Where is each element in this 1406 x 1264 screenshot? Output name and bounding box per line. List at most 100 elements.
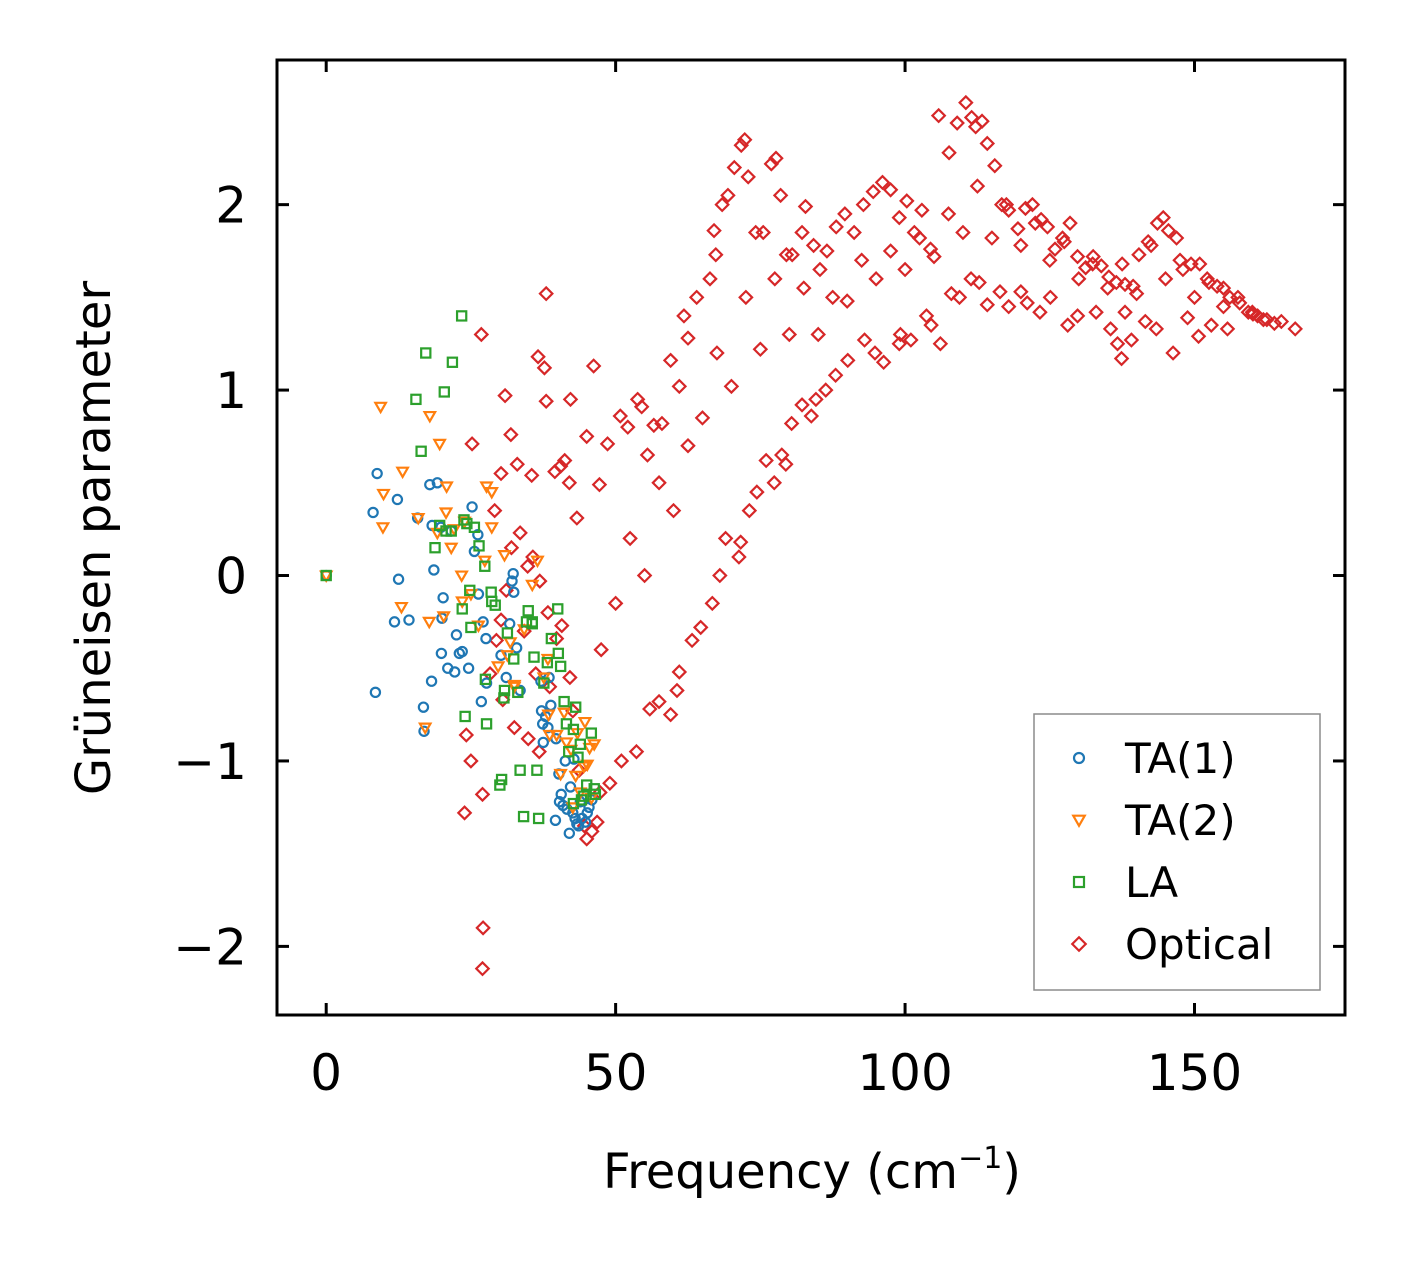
data-point [479, 673, 492, 686]
data-point [899, 193, 915, 209]
legend-marker-optical [1070, 935, 1088, 953]
data-point [567, 797, 580, 810]
data-point [497, 387, 513, 404]
data-point [558, 695, 570, 708]
y-tick-label: 2 [215, 177, 247, 235]
data-point [733, 137, 750, 154]
data-point [646, 417, 662, 434]
data-point [528, 651, 540, 663]
data-point [503, 539, 520, 556]
data-point [1084, 256, 1101, 272]
data-point [1160, 222, 1177, 239]
data-point [717, 530, 734, 547]
data-point [839, 352, 856, 369]
data-point [582, 742, 597, 756]
data-point [766, 475, 783, 491]
data-point [853, 252, 870, 269]
data-point [435, 647, 448, 660]
data-point [1123, 332, 1140, 348]
data-point [424, 478, 436, 491]
data-point [1056, 233, 1073, 250]
data-point [794, 224, 810, 241]
data-point [918, 308, 935, 324]
data-point [741, 502, 758, 519]
data-point [712, 567, 728, 584]
data-point [612, 408, 629, 424]
data-point [1027, 215, 1044, 231]
data-point [526, 616, 538, 628]
data-point [602, 775, 618, 791]
y-axis-label: Grüneisen parameter [66, 281, 122, 796]
data-point [875, 354, 892, 371]
data-point [490, 661, 506, 674]
data-point [1215, 280, 1232, 296]
data-point [369, 686, 382, 699]
data-point [585, 358, 602, 374]
data-point [1099, 280, 1116, 296]
data-point [1201, 274, 1217, 291]
data-point [763, 156, 780, 172]
data-point [1013, 284, 1029, 300]
data-point [665, 502, 682, 519]
data-point [662, 352, 679, 369]
data-point [572, 751, 584, 763]
legend-item: TA(2) [1071, 796, 1236, 845]
data-point [472, 529, 484, 541]
data-point [767, 271, 783, 287]
data-point [684, 632, 700, 649]
data-point [949, 115, 965, 131]
data-point [589, 814, 605, 830]
data-point [671, 664, 688, 680]
data-point [1240, 304, 1257, 320]
data-point [458, 727, 475, 743]
data-point [508, 586, 520, 598]
data-point [1108, 274, 1125, 291]
data-point [446, 356, 459, 368]
data-point [1070, 271, 1087, 287]
data-point [819, 243, 835, 259]
data-point [559, 737, 574, 750]
data-point [784, 246, 800, 263]
data-point [599, 436, 616, 452]
data-point [577, 716, 593, 730]
data-point [1102, 321, 1119, 337]
data-point [891, 209, 908, 226]
data-point [702, 271, 718, 287]
data-point [1219, 321, 1236, 337]
data-point [1172, 252, 1188, 269]
y-tick-label: −1 [173, 733, 247, 791]
data-point [974, 113, 990, 129]
data-point [738, 289, 754, 306]
data-point [1155, 209, 1172, 226]
data-point [1131, 246, 1147, 263]
data-point [781, 326, 798, 343]
data-point [963, 271, 979, 287]
legend-label: TA(2) [1124, 796, 1236, 845]
data-point [708, 246, 724, 263]
y-tick-label: 0 [215, 548, 247, 606]
data-point [574, 738, 587, 750]
data-point [456, 805, 473, 821]
data-point [509, 456, 525, 473]
data-point [525, 579, 540, 593]
data-point [856, 332, 873, 348]
data-point [846, 224, 862, 241]
data-point [516, 624, 532, 637]
data-point [752, 341, 769, 358]
data-point [503, 426, 519, 443]
data-point [432, 438, 447, 452]
data-point [797, 198, 814, 215]
data-point [456, 645, 468, 658]
data-point [500, 671, 512, 684]
data-point [694, 410, 711, 426]
data-point [367, 506, 379, 519]
data-point [320, 569, 332, 582]
data-point [774, 447, 790, 463]
data-point [449, 666, 461, 678]
data-point [553, 768, 568, 782]
data-point [552, 647, 565, 660]
data-point [692, 619, 709, 636]
data-point [569, 701, 582, 713]
data-point [403, 614, 415, 626]
data-point [489, 599, 501, 611]
